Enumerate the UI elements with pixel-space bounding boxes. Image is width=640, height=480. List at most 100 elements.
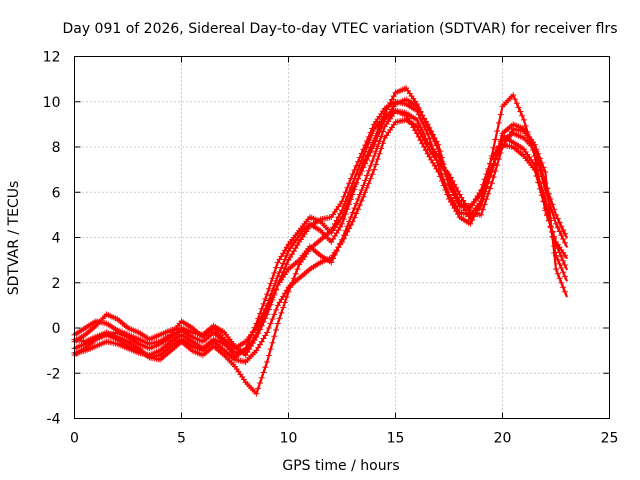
data-point-marker [536,166,543,173]
y-tick-label: 2 [52,276,61,292]
data-point-marker [551,215,558,222]
data-point-marker [255,344,262,351]
data-point-marker [561,288,568,295]
data-point-marker [258,374,265,381]
data-point-marker [335,226,342,233]
data-point-marker [437,173,444,180]
data-point-marker [269,294,276,301]
y-tick-label: -4 [47,412,61,428]
x-tick-label: 15 [387,431,405,447]
data-point-marker [531,166,538,173]
data-point-marker [449,177,456,184]
data-point-marker [353,200,360,207]
data-point-marker [481,201,488,208]
data-point-marker [267,320,274,327]
data-point-marker [265,302,272,309]
data-point-marker [283,252,290,259]
data-point-marker [554,245,561,252]
x-tick-label: 25 [601,431,619,447]
data-point-marker [253,320,260,327]
data-point-marker [536,155,543,162]
data-point-marker [504,134,511,141]
data-point-marker [376,138,383,145]
series-trace-3 [71,85,568,352]
data-point-marker [260,315,267,322]
data-point-marker [363,144,370,150]
y-tick-label: 6 [52,185,61,201]
data-point-marker [369,145,376,152]
data-point-marker [540,198,547,205]
data-point-marker [444,191,451,198]
data-point-marker [447,174,454,181]
data-point-marker [283,244,290,251]
data-point-marker [419,133,426,140]
data-point-marker [328,239,335,246]
data-point-marker [426,153,433,160]
data-point-marker [264,291,271,298]
data-point-marker [363,156,370,163]
data-point-marker [353,162,360,169]
data-point-marker [362,177,369,184]
data-point-marker [454,188,461,195]
data-point-marker [497,111,504,118]
data-point-marker [244,341,251,348]
data-point-marker [390,93,397,100]
data-point-marker [367,149,374,156]
data-point-marker [331,232,338,239]
series-trace-5 [71,96,568,361]
data-point-marker [417,109,424,116]
data-point-marker [553,266,559,273]
data-point-marker [419,119,426,126]
data-point-marker [353,210,360,217]
data-point-marker [495,119,502,126]
data-point-marker [558,223,565,230]
data-point-marker [544,185,551,192]
data-point-marker [465,206,472,213]
data-point-marker [549,233,556,240]
data-point-marker [380,128,387,135]
data-point-marker [422,118,429,125]
data-point-marker [458,194,465,201]
data-point-marker [265,285,272,292]
data-point-marker [415,127,422,134]
data-point-marker [369,171,376,178]
data-point-marker [267,298,274,305]
data-point-marker [274,320,281,327]
data-point-marker [374,133,381,140]
data-point-marker [508,128,515,135]
data-point-marker [356,191,363,198]
data-point-marker [424,150,431,157]
data-point-marker [355,206,362,213]
data-point-marker [264,306,271,313]
y-tick-label: 4 [52,231,61,247]
data-point-marker [255,315,262,322]
data-point-marker [462,200,469,207]
data-point-marker [424,121,431,128]
data-point-marker [417,130,424,137]
data-point-marker [265,325,272,331]
data-point-marker [433,165,440,172]
data-point-marker [431,162,438,169]
data-point-marker [413,116,420,123]
data-point-marker [560,257,567,264]
data-point-marker [355,175,362,182]
data-point-marker [253,347,260,354]
data-point-marker [560,269,567,276]
data-point-marker [339,220,345,227]
data-point-marker [519,112,526,119]
data-point-marker [451,181,458,188]
data-point-marker [363,172,370,179]
data-point-marker [483,196,490,203]
data-point-marker [262,295,269,302]
data-point-marker [490,144,497,151]
data-point-marker [280,260,287,267]
data-point-marker [553,220,559,227]
data-point-marker [463,203,470,210]
data-point-marker [264,358,271,365]
data-point-marker [561,230,568,237]
data-point-marker [340,235,347,242]
data-point-marker [558,253,565,260]
data-point-marker [380,140,387,147]
data-point-marker [556,249,563,256]
data-point-marker [446,171,452,178]
